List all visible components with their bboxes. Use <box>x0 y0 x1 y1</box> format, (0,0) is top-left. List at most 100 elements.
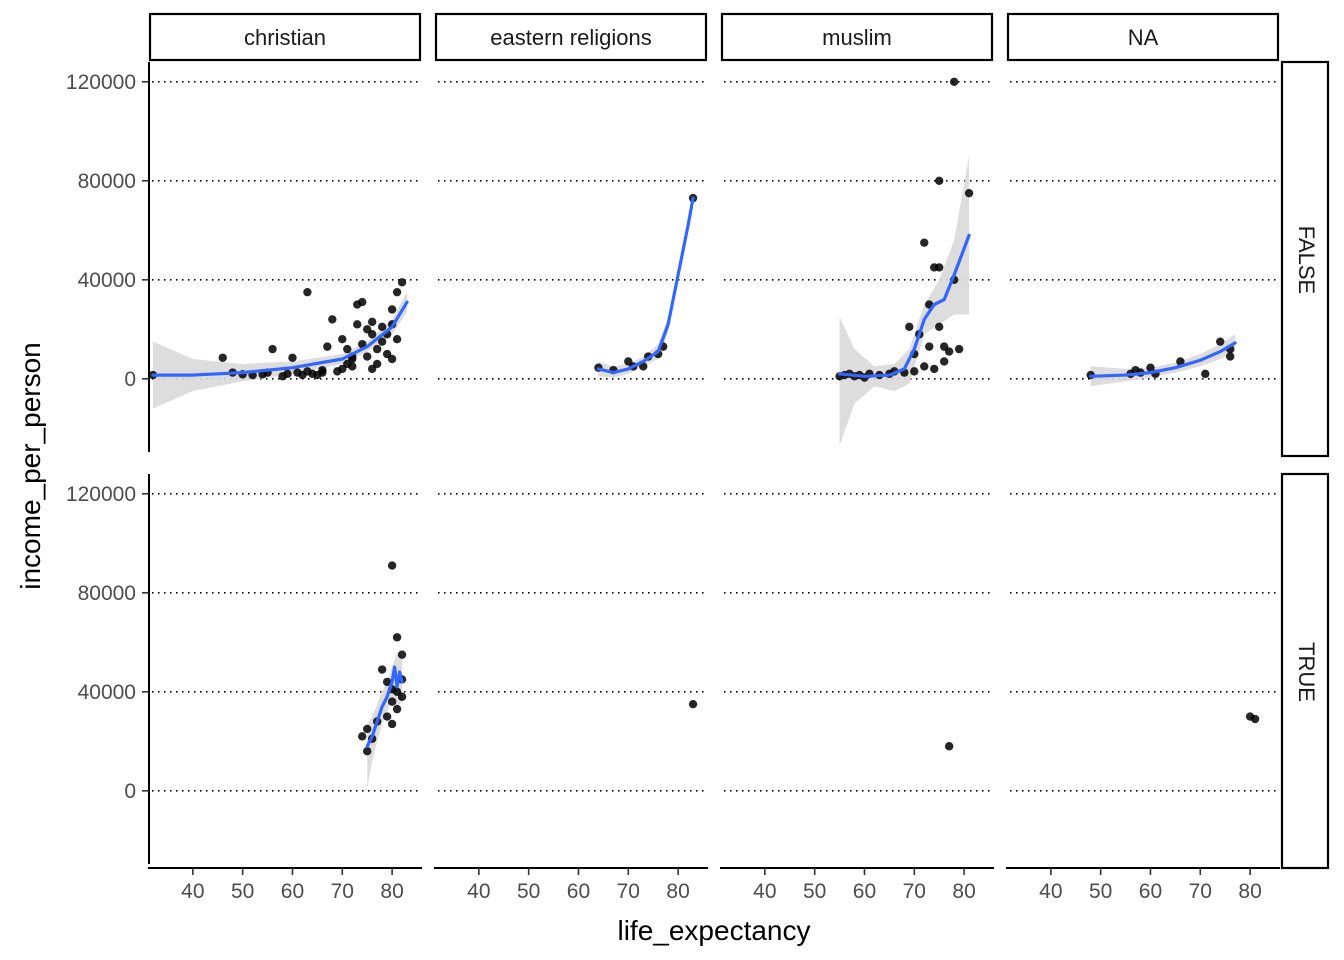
confidence-ribbon <box>839 156 970 446</box>
y-tick-label: 0 <box>124 368 136 391</box>
data-point <box>1176 357 1185 366</box>
data-point <box>348 362 357 371</box>
data-point <box>358 732 367 741</box>
strip-label-eastern-religions: eastern religions <box>490 25 651 50</box>
data-point <box>318 365 327 375</box>
y-tick-label: 80000 <box>78 170 136 193</box>
panel-na-true <box>1010 492 1276 792</box>
data-point <box>268 344 277 354</box>
strip-eastern-religions <box>434 12 708 62</box>
data-point <box>328 315 337 324</box>
data-point <box>323 342 332 351</box>
data-point <box>387 354 397 364</box>
panel-na-false <box>1010 81 1276 387</box>
data-point <box>387 305 397 314</box>
strip-label-na: NA <box>1128 25 1159 50</box>
data-point <box>387 719 397 729</box>
data-point <box>358 297 367 307</box>
strip-christian <box>148 12 422 62</box>
data-point <box>397 650 407 659</box>
data-point <box>939 357 949 366</box>
data-point <box>387 697 397 706</box>
smooth-line <box>151 300 409 377</box>
confidence-ribbon <box>1090 334 1236 387</box>
x-tick-label: 70 <box>903 880 926 903</box>
data-point <box>920 238 929 247</box>
x-tick-label: 60 <box>281 880 304 903</box>
strip-true <box>1280 472 1330 870</box>
data-point <box>303 287 312 297</box>
data-point <box>343 344 352 354</box>
x-tick-label: 60 <box>567 880 590 903</box>
smooth-line <box>1089 341 1237 378</box>
x-tick-label: 70 <box>1189 880 1212 903</box>
panel-eastern-religions-true <box>438 492 704 792</box>
x-tick-label: 70 <box>331 880 354 903</box>
data-point <box>363 724 372 734</box>
data-point <box>397 278 407 287</box>
data-point <box>392 287 402 297</box>
smooth-line <box>365 665 404 748</box>
data-point <box>1201 369 1210 379</box>
data-point <box>930 364 939 374</box>
data-point <box>382 677 392 687</box>
smooth-line <box>596 196 695 375</box>
strip-label-false: FALSE <box>1294 226 1319 294</box>
axes-layer: 0 40000 80000 120000 0 40000 80000 120000 40 50 60… <box>66 62 1280 903</box>
data-point <box>905 322 914 332</box>
x-tick-label: 80 <box>1238 880 1261 903</box>
facet-strips: christian eastern religions muslim NA FALSE T… <box>148 12 1330 870</box>
y-tick-label: 80000 <box>78 582 136 605</box>
data-point <box>1250 714 1260 724</box>
data-point <box>382 712 392 721</box>
data-point <box>925 342 934 351</box>
data-point <box>367 364 377 374</box>
data-point <box>338 335 347 344</box>
x-tick-label: 60 <box>853 880 876 903</box>
data-point <box>377 322 387 332</box>
panel-christian-true <box>152 492 418 792</box>
data-point <box>397 692 407 701</box>
smooth-line <box>837 233 971 378</box>
data-point <box>218 353 227 362</box>
x-tick-label: 50 <box>517 880 540 903</box>
y-tick-label: 120000 <box>66 71 136 94</box>
data-point <box>392 335 402 344</box>
x-tick-label: 50 <box>1089 880 1112 903</box>
data-point <box>367 317 377 327</box>
data-point <box>363 747 372 756</box>
data-point <box>358 339 367 349</box>
confidence-ribbon <box>152 292 408 409</box>
data-point <box>935 176 944 185</box>
data-point <box>688 699 698 709</box>
data-point <box>353 320 362 329</box>
x-tick-label: 40 <box>467 880 490 903</box>
panel-muslim-true <box>724 492 990 792</box>
data-point <box>387 561 397 570</box>
data-point <box>910 367 919 376</box>
data-point <box>392 633 402 642</box>
data-point <box>944 347 954 356</box>
strip-label-true: TRUE <box>1294 642 1319 702</box>
data-point <box>964 188 974 198</box>
data-point <box>288 353 297 362</box>
data-point <box>639 362 648 371</box>
x-tick-label: 40 <box>181 880 204 903</box>
data-point <box>954 344 964 354</box>
y-axis-title: income_per_person <box>15 342 46 590</box>
strip-muslim <box>720 12 994 62</box>
y-tick-label: 40000 <box>78 681 136 704</box>
x-tick-label: 50 <box>231 880 254 903</box>
panel-eastern-religions-false <box>438 81 704 380</box>
x-tick-label: 40 <box>1039 880 1062 903</box>
data-point <box>377 665 387 674</box>
y-tick-label: 120000 <box>66 483 136 506</box>
data-point <box>1216 337 1225 346</box>
panels-layer <box>148 77 1276 792</box>
y-tick-label: 0 <box>124 780 136 803</box>
x-tick-label: 50 <box>803 880 826 903</box>
x-tick-label: 60 <box>1139 880 1162 903</box>
strip-label-muslim: muslim <box>822 25 892 50</box>
x-tick-label: 40 <box>753 880 776 903</box>
data-point <box>949 77 959 87</box>
